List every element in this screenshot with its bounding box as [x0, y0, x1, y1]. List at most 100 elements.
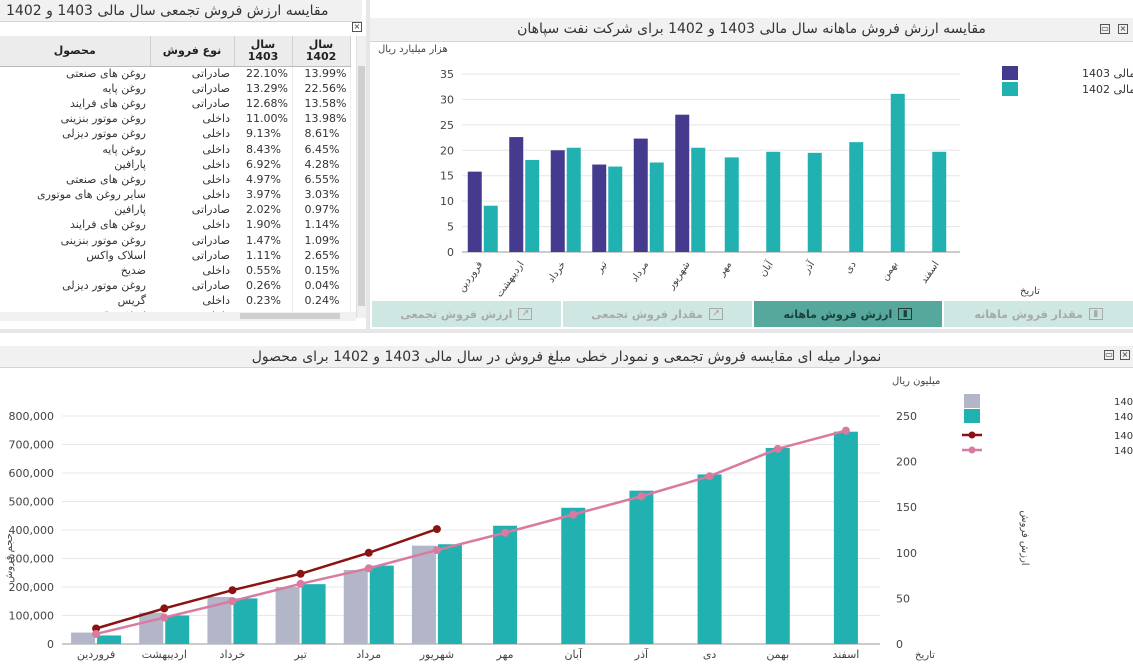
bar: [233, 598, 258, 644]
cell-1403: 12.68%: [234, 96, 293, 112]
export-icon[interactable]: ▭: [1104, 350, 1114, 360]
table-row[interactable]: 13.58% 12.68% صادراتی روغن های فرایند: [0, 96, 351, 112]
header-product[interactable]: محصول: [0, 36, 151, 67]
header-year-1403[interactable]: سال 1403: [234, 36, 293, 67]
bar: [890, 93, 905, 252]
cell-1402: 0.04%: [292, 278, 351, 294]
bar: [691, 147, 706, 252]
table-row[interactable]: 3.03% 3.97% داخلی سایر روغن های موتوری: [0, 187, 351, 203]
cell-1403: 3.97%: [234, 187, 293, 203]
close-icon[interactable]: ×: [352, 22, 362, 32]
bar: [343, 569, 368, 644]
bar: [525, 159, 540, 252]
bar: [849, 142, 864, 252]
table-row[interactable]: 22.56% 13.29% صادراتی روغن پایه: [0, 81, 351, 97]
table-horizontal-scrollbar[interactable]: [0, 312, 356, 321]
cell-sale-type: داخلی: [202, 172, 230, 186]
y-left-tick-label: 600,000: [9, 467, 55, 480]
x-tick-label: مرداد: [629, 259, 651, 284]
table-row[interactable]: 0.24% 0.23% داخلی گریس: [0, 293, 351, 309]
monthly-sales-chart: هزار میلیارد ریال 0 5 10 15 20 25 30 35 فروردین ار…: [378, 44, 1133, 299]
y-right-tick-label: 100: [896, 547, 917, 560]
x-tick-label: فروردین: [77, 648, 115, 661]
header-sale-type[interactable]: نوع فروش: [150, 36, 235, 67]
legend-label: حجم فروش تجمعی 1402: [1114, 412, 1133, 423]
panel-divider-vertical[interactable]: [366, 0, 370, 330]
bar: [550, 150, 565, 252]
y-right-tick-label: 0: [896, 638, 903, 651]
y-left-tick-label: 300,000: [9, 553, 55, 566]
cell-product: روغن های فرایند: [69, 96, 146, 110]
line-point: [160, 604, 169, 613]
table-row[interactable]: 6.55% 4.97% داخلی روغن های صنعتی: [0, 172, 351, 188]
cell-1403: 8.43%: [234, 141, 293, 158]
table-row[interactable]: 1.14% 1.90% داخلی روغن های فرایند: [0, 217, 351, 234]
cell-sale-type: داخلی: [202, 188, 230, 202]
table-row[interactable]: 13.98% 11.00% داخلی روغن موتور بنزینی: [0, 111, 351, 127]
x-tick-label: مهر: [496, 648, 514, 661]
tab-label: ارزش فروش ماهانه: [783, 307, 893, 321]
x-tick-label: آبان: [564, 647, 582, 661]
line-point: [296, 569, 305, 578]
bar: [437, 544, 462, 644]
vertical-scroll-thumb[interactable]: [358, 66, 365, 306]
bar: [807, 152, 822, 252]
table-row[interactable]: 2.65% 1.11% صادراتی اسلاک واکس: [0, 248, 351, 264]
x-tick-label: مرداد: [356, 648, 381, 661]
close-icon[interactable]: ×: [1120, 350, 1130, 360]
line-point: [296, 579, 305, 588]
cell-1403: 1.11%: [234, 248, 293, 264]
table-row[interactable]: 0.15% 0.55% داخلی ضدیخ: [0, 263, 351, 279]
cell-1403: 11.00%: [234, 111, 293, 127]
right-axis-unit: میلیون ریال: [892, 376, 940, 387]
bar: [675, 114, 690, 252]
table-row[interactable]: 4.28% 6.92% داخلی پارافین: [0, 157, 351, 173]
series-line: [95, 429, 847, 636]
close-icon[interactable]: ×: [1118, 24, 1128, 34]
cell-sale-type: داخلی: [202, 142, 230, 156]
table-vertical-scrollbar[interactable]: [356, 36, 366, 318]
legend-label: سال مالی 1403: [1082, 67, 1133, 80]
x-tick-label: فروردین: [456, 259, 485, 294]
tab-2[interactable]: ↗ مقدار فروش تجمعی: [560, 301, 752, 327]
cell-1402: 22.56%: [292, 81, 351, 97]
tab-0[interactable]: ▮ مقدار فروش ماهانه: [942, 301, 1133, 327]
y-left-tick-label: 0: [47, 638, 54, 651]
x-axis-title: تاریخ: [1020, 286, 1040, 297]
table-row[interactable]: 0.04% 0.26% صادراتی روغن موتور دیزلی: [0, 278, 351, 294]
x-tick-label: بهمن: [879, 259, 900, 282]
bar: [649, 162, 664, 252]
cell-product: گریس: [117, 294, 146, 308]
tab-1[interactable]: ▮ ارزش فروش ماهانه: [751, 301, 943, 327]
tab-3[interactable]: ↗ ارزش فروش تجمعی: [370, 301, 561, 327]
y-right-axis-title: ارزش فروش: [1019, 510, 1030, 565]
y-right-tick-label: 250: [896, 410, 917, 423]
table-row[interactable]: 0.97% 2.02% صادراتی پارافین: [0, 202, 351, 218]
x-tick-label: خرداد: [220, 648, 246, 661]
bar: [467, 171, 482, 252]
tab-label: مقدار فروش ماهانه: [974, 307, 1083, 321]
export-icon[interactable]: ▭: [1100, 24, 1110, 34]
line-point: [92, 624, 101, 633]
tab-label: ارزش فروش تجمعی: [400, 307, 513, 321]
table-row[interactable]: 6.45% 8.43% داخلی روغن پایه: [0, 141, 351, 158]
cell-1402: 13.58%: [292, 96, 351, 112]
bar: [411, 545, 436, 644]
y-tick-label: 5: [447, 221, 454, 234]
y-tick-label: 20: [440, 144, 454, 157]
y-left-tick-label: 100,000: [9, 610, 55, 623]
horizontal-scroll-thumb[interactable]: [240, 313, 340, 319]
cell-sale-type: صادراتی: [191, 203, 230, 217]
bar: [483, 205, 498, 252]
header-year-1402[interactable]: سال 1402: [292, 36, 351, 67]
table-row[interactable]: 8.61% 9.13% داخلی روغن موتور دیزلی: [0, 126, 351, 142]
table-row[interactable]: 13.99% 22.10% صادراتی روغن های صنعتی: [0, 66, 351, 82]
y-left-tick-label: 700,000: [9, 439, 55, 452]
cell-1403: 9.13%: [234, 126, 293, 142]
x-tick-label: تیر: [594, 259, 610, 276]
y-right-tick-label: 200: [896, 456, 917, 469]
table-row[interactable]: 1.09% 1.47% صادراتی روغن موتور بنزینی: [0, 233, 351, 249]
series-line: [95, 527, 438, 630]
legend-label: سال مالی 1402: [1082, 83, 1133, 96]
panel-divider-horizontal[interactable]: [0, 329, 1133, 333]
